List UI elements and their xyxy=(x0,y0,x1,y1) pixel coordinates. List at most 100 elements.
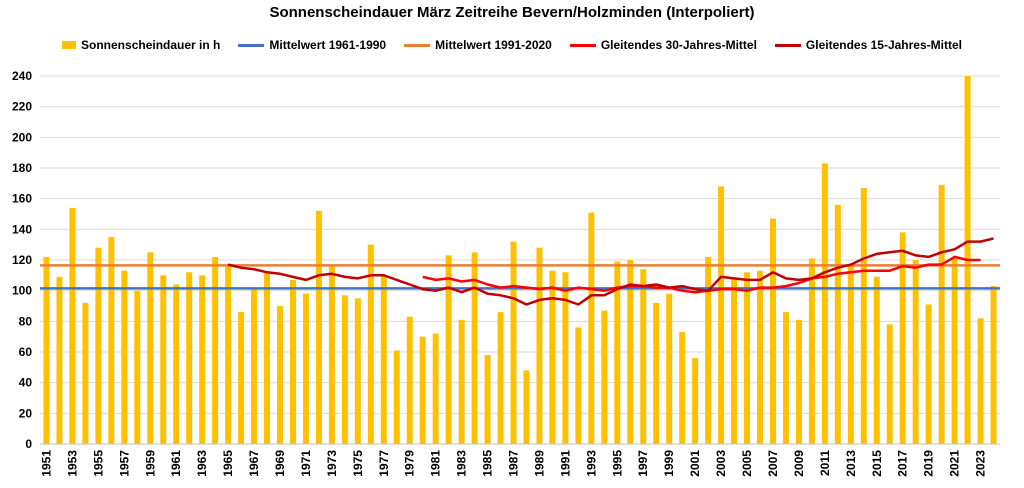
bar-1973 xyxy=(328,264,335,444)
y-tick-label: 60 xyxy=(19,345,33,359)
x-tick-label: 1961 xyxy=(169,450,183,477)
x-tick-label: 1997 xyxy=(636,450,650,477)
bar-2012 xyxy=(834,204,841,444)
x-tick-label: 1959 xyxy=(143,450,157,477)
bar-1999 xyxy=(666,293,673,444)
y-tick-label: 100 xyxy=(12,284,32,298)
bar-1959 xyxy=(147,252,154,444)
x-tick-label: 2017 xyxy=(896,450,910,477)
legend-swatch-bars xyxy=(62,41,77,49)
bar-2006 xyxy=(757,270,763,444)
bar-1964 xyxy=(212,256,219,444)
legend-item-moving-30: Gleitendes 30-Jahres-Mittel xyxy=(569,38,757,52)
bar-2007 xyxy=(769,218,776,444)
bar-1957 xyxy=(121,270,128,444)
moving-average-line-3 xyxy=(422,255,981,294)
y-tick-label: 120 xyxy=(12,253,32,267)
x-tick-label: 1971 xyxy=(299,450,313,477)
x-tick-label: 1979 xyxy=(403,450,417,477)
y-tick-label: 40 xyxy=(19,376,33,390)
bar-1992 xyxy=(575,327,582,444)
bar-1988 xyxy=(523,370,530,444)
bar-1987 xyxy=(510,241,517,444)
y-tick-label: 220 xyxy=(12,100,32,114)
bar-2013 xyxy=(847,266,854,444)
bar-2002 xyxy=(705,256,712,444)
bar-1978 xyxy=(393,350,400,444)
chart-legend: Sonnenscheindauer in h Mittelwert 1961-1… xyxy=(0,38,1024,52)
legend-label-moving-30: Gleitendes 30-Jahres-Mittel xyxy=(600,38,757,52)
bar-1998 xyxy=(653,302,660,444)
x-tick-label: 1975 xyxy=(351,450,365,477)
bar-1963 xyxy=(199,275,206,444)
bar-2015 xyxy=(873,276,880,444)
legend-item-mean-1991-2020: Mittelwert 1991-2020 xyxy=(404,38,552,52)
legend-label-mean-1961-1990: Mittelwert 1961-1990 xyxy=(269,38,387,52)
legend-item-mean-1961-1990: Mittelwert 1961-1990 xyxy=(238,38,386,52)
bar-1996 xyxy=(627,260,634,444)
bar-1952 xyxy=(56,276,63,444)
legend-swatch-mean-1991-2020 xyxy=(404,43,431,47)
x-tick-label: 1953 xyxy=(65,450,79,477)
bar-2023 xyxy=(977,318,984,444)
bar-1954 xyxy=(82,302,89,444)
x-tick-label: 1983 xyxy=(455,450,469,477)
x-tick-label: 1951 xyxy=(39,450,53,477)
bar-1975 xyxy=(354,298,361,444)
chart-title: Sonnenscheindauer März Zeitreihe Bevern/… xyxy=(269,4,755,21)
bar-2017 xyxy=(899,232,906,444)
bar-2018 xyxy=(912,260,919,444)
legend-swatch-mean-1961-1990 xyxy=(238,43,265,47)
bar-1953 xyxy=(69,207,76,444)
x-tick-label: 2013 xyxy=(844,450,858,477)
y-tick-label: 0 xyxy=(25,437,32,451)
legend-label-moving-15: Gleitendes 15-Jahres-Mittel xyxy=(805,38,962,52)
y-tick-label: 160 xyxy=(12,192,32,206)
x-tick-label: 1957 xyxy=(117,450,131,477)
bar-2000 xyxy=(679,332,686,444)
bar-2014 xyxy=(860,187,867,444)
bar-1965 xyxy=(225,264,232,444)
x-tick-label: 2015 xyxy=(870,450,884,477)
bar-1970 xyxy=(289,279,296,444)
x-tick-label: 1955 xyxy=(91,450,105,477)
bar-2003 xyxy=(718,186,725,444)
bar-1968 xyxy=(264,272,271,444)
bar-1956 xyxy=(108,237,115,444)
bar-1994 xyxy=(601,310,608,444)
moving-average-line-4 xyxy=(227,237,994,306)
bar-1955 xyxy=(95,247,102,444)
x-tick-label: 1981 xyxy=(429,450,443,477)
bar-1961 xyxy=(173,284,180,444)
bar-1983 xyxy=(458,319,465,444)
x-tick-label: 1969 xyxy=(273,450,287,477)
bar-1985 xyxy=(484,355,491,444)
y-tick-label: 20 xyxy=(19,406,33,420)
bar-1997 xyxy=(640,269,647,444)
bar-1993 xyxy=(588,212,595,444)
bar-2024 xyxy=(990,286,997,444)
x-tick-label: 2023 xyxy=(974,450,988,477)
bar-1977 xyxy=(380,275,387,444)
x-tick-label: 1967 xyxy=(247,450,261,477)
bar-2020 xyxy=(938,184,945,444)
bar-2009 xyxy=(795,319,802,444)
x-tick-label: 1987 xyxy=(507,450,521,477)
legend-item-bars: Sonnenscheindauer in h xyxy=(62,38,220,52)
x-tick-label: 1973 xyxy=(325,450,339,477)
y-tick-label: 140 xyxy=(12,222,32,236)
bar-1980 xyxy=(419,336,426,444)
x-tick-label: 1993 xyxy=(584,450,598,477)
bar-2011 xyxy=(821,163,828,444)
bar-2021 xyxy=(951,258,958,444)
bar-2010 xyxy=(808,258,815,444)
legend-label-mean-1991-2020: Mittelwert 1991-2020 xyxy=(435,38,552,52)
x-tick-label: 1977 xyxy=(377,450,391,477)
bar-1984 xyxy=(471,252,478,444)
bar-1991 xyxy=(562,272,569,444)
bar-1969 xyxy=(277,306,283,444)
bar-1989 xyxy=(536,247,543,444)
x-tick-label: 1963 xyxy=(195,450,209,477)
x-tick-label: 2009 xyxy=(792,450,806,477)
